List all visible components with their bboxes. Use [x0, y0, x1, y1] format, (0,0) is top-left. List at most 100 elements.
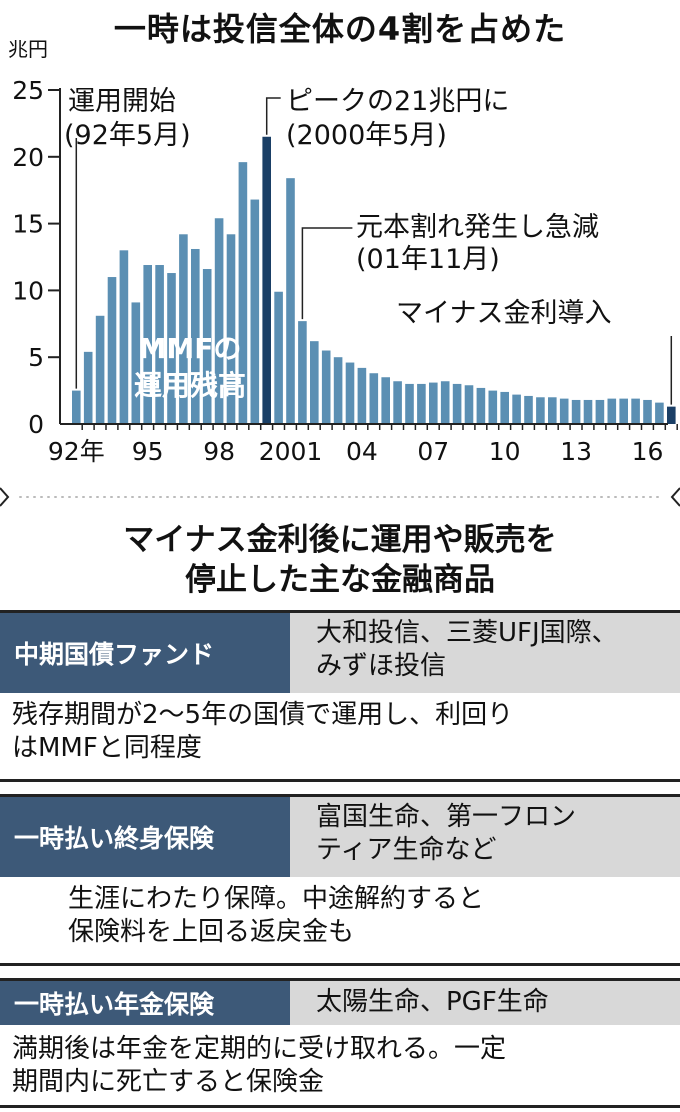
- product-description-line: はMMFと同程度: [12, 733, 202, 763]
- product-name: 中期国債ファンド: [0, 613, 290, 693]
- chart-bar: [143, 265, 152, 424]
- chart-bar: [226, 234, 236, 424]
- chart-bar: [655, 402, 664, 424]
- product-description-line: 満期後は年金を定期的に受け取れる。一定: [12, 1034, 507, 1064]
- product-companies: 大和投信、三菱UFJ国際、 みずほ投信: [290, 613, 680, 693]
- chart-bar: [202, 269, 212, 424]
- x-tick-label: 92年: [48, 437, 105, 466]
- chart-title: 一時は投信全体の4割を占めた: [113, 10, 567, 48]
- x-tick-label: 16: [632, 437, 664, 466]
- products-section-title-line: マイナス金利後に運用や販売を: [123, 522, 557, 558]
- chart-bar: [357, 367, 367, 424]
- chart-bar: [167, 273, 176, 424]
- product-description-line: 保険料を上回る返戻金も: [68, 917, 355, 947]
- chart-bar: [464, 385, 474, 424]
- chart-bar: [571, 399, 581, 424]
- annotation-label: (92年5月): [64, 120, 191, 151]
- section-break-divider: [0, 487, 680, 507]
- chart-bar: [298, 321, 307, 424]
- annotation-label: (2000年5月): [286, 120, 447, 151]
- chart-bar: [512, 394, 521, 424]
- chart-bar: [262, 136, 271, 424]
- chart-bar: [119, 250, 129, 424]
- chart-bar: [667, 406, 676, 424]
- product-companies-line: みずほ投信: [316, 651, 447, 681]
- chart-bar: [559, 398, 569, 424]
- chart-bar: [274, 291, 283, 424]
- annotation-leader-line: [265, 97, 281, 135]
- chart-bar: [310, 341, 319, 424]
- chart-bar: [321, 350, 331, 424]
- chart-bar: [548, 397, 557, 424]
- chart-bar: [131, 302, 141, 424]
- product-description: 満期後は年金を定期的に受け取れる。一定 期間内に死亡すると保険金: [0, 1033, 680, 1099]
- chart-bar: [429, 382, 438, 424]
- chart-bar: [476, 387, 486, 424]
- x-tick-label: 95: [132, 437, 164, 466]
- chart-bar: [95, 315, 105, 424]
- product-block: 中期国債ファンド 大和投信、三菱UFJ国際、 みずほ投信 残存期間が2〜5年の国…: [0, 610, 680, 782]
- chart-bar: [369, 373, 379, 424]
- chart-bar: [72, 390, 81, 424]
- chart-bar: [500, 391, 509, 424]
- chart-bar: [643, 399, 652, 424]
- chart-bar: [107, 277, 117, 424]
- product-companies-line: 大和投信、三菱UFJ国際、: [316, 618, 618, 648]
- chart-bar: [238, 162, 248, 425]
- chart-bar: [286, 178, 295, 424]
- chart-bar: [214, 218, 224, 424]
- product-name: 一時払い年金保険: [0, 981, 290, 1025]
- product-companies-line: ティア生命など: [316, 835, 497, 865]
- chart-bar: [191, 248, 200, 424]
- products-section-title: マイナス金利後に運用や販売を 停止した主な金融商品: [0, 520, 680, 600]
- chart-bar: [536, 397, 545, 424]
- product-companies-line: 富国生命、第一フロン: [316, 802, 577, 832]
- annotation-leader-line: [301, 227, 353, 320]
- chart-bar: [393, 381, 402, 424]
- x-tick-label: 2001: [259, 437, 323, 466]
- y-tick-label: 0: [28, 410, 44, 439]
- products-section-title-line: 停止した主な金融商品: [185, 562, 495, 598]
- chart-bar: [381, 377, 390, 424]
- chart-bar: [452, 383, 462, 424]
- chart-bar: [405, 383, 414, 424]
- product-companies-line: 太陽生命、PGF生命: [316, 987, 549, 1017]
- annotation-label: (01年11月): [356, 244, 500, 275]
- chart-bar: [345, 362, 355, 424]
- annotation-label: ピークの21兆円に: [286, 86, 509, 117]
- product-block: 一時払い終身保険 富国生命、第一フロン ティア生命など 生涯にわたり保障。中途解…: [0, 794, 680, 966]
- chart-bar: [595, 399, 605, 424]
- chart-bar: [179, 234, 188, 424]
- y-tick-label: 10: [12, 276, 44, 305]
- product-description: 生涯にわたり保障。中途解約すると 保険料を上回る返戻金も: [0, 883, 680, 949]
- product-companies: 富国生命、第一フロン ティア生命など: [290, 797, 680, 877]
- y-tick-label: 20: [12, 143, 44, 172]
- product-description: 残存期間が2〜5年の国債で運用し、利回り はMMFと同程度: [0, 699, 680, 765]
- chart-bar: [440, 381, 450, 424]
- chart-bar: [583, 399, 593, 424]
- chart-bar: [488, 390, 498, 424]
- chart-bar: [607, 398, 617, 424]
- y-axis-unit-label: 兆円: [8, 40, 48, 61]
- chart-bar: [619, 398, 628, 424]
- annotation-label: 運用開始: [68, 86, 176, 117]
- product-block: 一時払い年金保険 太陽生命、PGF生命 満期後は年金を定期的に受け取れる。一定 …: [0, 978, 680, 1108]
- y-tick-label: 5: [28, 343, 44, 372]
- y-tick-label: 25: [12, 76, 44, 105]
- x-tick-label: 07: [417, 437, 449, 466]
- series-label: MMFの: [139, 332, 242, 365]
- product-description-line: 生涯にわたり保障。中途解約すると: [68, 884, 485, 914]
- chart-bar: [524, 395, 533, 424]
- chart-bar: [250, 199, 260, 424]
- x-tick-label: 13: [560, 437, 592, 466]
- product-description-line: 期間内に死亡すると保険金: [12, 1067, 325, 1097]
- chart-bar: [417, 383, 426, 424]
- product-description-line: 残存期間が2〜5年の国債で運用し、利回り: [12, 700, 514, 730]
- annotation-label: 元本割れ発生し急減: [356, 212, 599, 243]
- chart-bar: [155, 265, 164, 424]
- chart-bar: [333, 357, 343, 424]
- x-tick-label: 98: [203, 437, 235, 466]
- x-tick-label: 04: [346, 437, 378, 466]
- product-companies: 太陽生命、PGF生命: [290, 981, 680, 1025]
- x-tick-label: 10: [489, 437, 521, 466]
